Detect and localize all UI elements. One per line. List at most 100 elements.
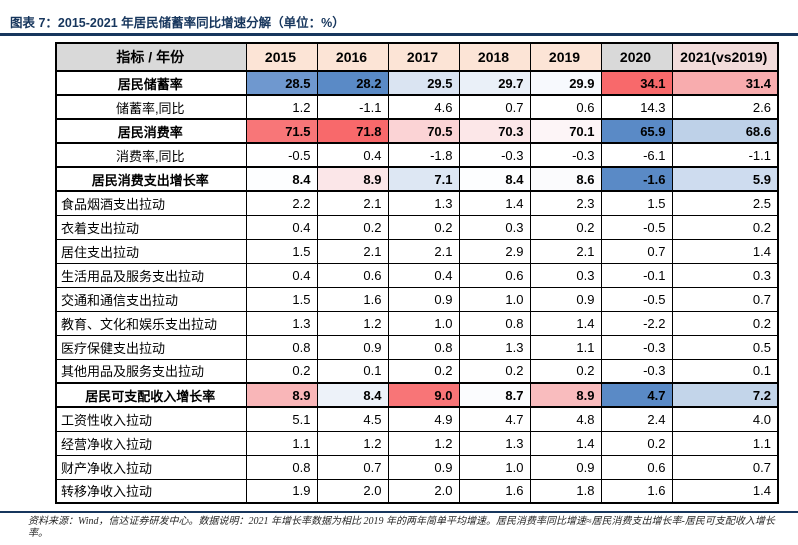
value-cell: 29.7 [458,70,531,96]
figure-title: 图表 7：2015-2021 年居民储蓄率同比增速分解（单位：%） [10,16,345,30]
value-cell: 34.1 [600,70,673,96]
value-cell: 8.9 [316,166,389,192]
table-row: 居民消费支出增长率 8.4 8.9 7.1 8.4 8.6 -1.6 5.9 [55,166,779,192]
header-year-2016: 2016 [316,42,389,72]
value-cell: 4.6 [387,94,460,120]
value-cell: 0.4 [316,142,389,168]
value-cell: -0.5 [245,142,318,168]
value-cell: 4.7 [458,406,531,432]
value-cell: 0.6 [316,262,389,288]
value-cell: -6.1 [600,142,673,168]
value-cell: 0.1 [316,358,389,384]
value-cell: 28.5 [245,70,318,96]
value-cell: 0.2 [529,214,602,240]
value-cell: 14.3 [600,94,673,120]
value-cell: 1.4 [529,430,602,456]
header-year-2015: 2015 [245,42,318,72]
value-cell: 0.8 [245,334,318,360]
table-row: 其他用品及服务支出拉动 0.2 0.1 0.2 0.2 0.2 -0.3 0.1 [55,358,779,384]
value-cell: 0.6 [600,454,673,480]
value-cell: 1.2 [245,94,318,120]
value-cell: -1.6 [600,166,673,192]
value-cell: 0.7 [600,238,673,264]
value-cell: 7.2 [671,382,779,408]
value-cell: 1.3 [458,430,531,456]
value-cell: 1.5 [245,286,318,312]
value-cell: 1.4 [529,310,602,336]
value-cell: 1.4 [671,238,779,264]
data-table: 指标 / 年份 2015 2016 2017 2018 2019 2020 2021(vs20… [55,42,779,504]
value-cell: 1.2 [387,430,460,456]
row-label: 医疗保健支出拉动 [55,334,247,360]
value-cell: -1.1 [671,142,779,168]
source-note: 资料来源：Wind，信达证券研发中心。数据说明：2021 年增长率数据为相比 2… [28,516,775,539]
value-cell: 0.8 [387,334,460,360]
value-cell: 1.1 [671,430,779,456]
value-cell: 28.2 [316,70,389,96]
value-cell: 1.0 [458,286,531,312]
value-cell: 0.3 [671,262,779,288]
value-cell: 4.8 [529,406,602,432]
value-cell: 8.7 [458,382,531,408]
row-label: 工资性收入拉动 [55,406,247,432]
value-cell: 2.1 [529,238,602,264]
value-cell: 71.5 [245,118,318,144]
value-cell: 1.6 [600,478,673,504]
value-cell: 0.5 [671,334,779,360]
value-cell: 2.9 [458,238,531,264]
table-row: 衣着支出拉动 0.4 0.2 0.2 0.3 0.2 -0.5 0.2 [55,214,779,240]
row-label: 经营净收入拉动 [55,430,247,456]
value-cell: 1.2 [316,310,389,336]
table-row: 居民可支配收入增长率 8.9 8.4 9.0 8.7 8.9 4.7 7.2 [55,382,779,408]
value-cell: -2.2 [600,310,673,336]
value-cell: -1.1 [316,94,389,120]
value-cell: 0.7 [671,454,779,480]
value-cell: 0.9 [529,286,602,312]
value-cell: 8.9 [245,382,318,408]
value-cell: 29.9 [529,70,602,96]
value-cell: 0.2 [387,214,460,240]
value-cell: 4.5 [316,406,389,432]
value-cell: 5.9 [671,166,779,192]
row-label: 交通和通信支出拉动 [55,286,247,312]
row-label: 财产净收入拉动 [55,454,247,480]
table-row: 交通和通信支出拉动 1.5 1.6 0.9 1.0 0.9 -0.5 0.7 [55,286,779,312]
row-label: 居民可支配收入增长率 [55,382,247,408]
value-cell: -0.5 [600,286,673,312]
value-cell: 0.2 [529,358,602,384]
value-cell: 0.9 [316,334,389,360]
value-cell: 5.1 [245,406,318,432]
value-cell: 8.4 [458,166,531,192]
value-cell: 31.4 [671,70,779,96]
footer-divider [0,511,798,513]
title-divider [0,33,798,36]
value-cell: 1.6 [316,286,389,312]
value-cell: 2.0 [387,478,460,504]
value-cell: -0.1 [600,262,673,288]
value-cell: 0.7 [671,286,779,312]
row-label: 其他用品及服务支出拉动 [55,358,247,384]
value-cell: 1.0 [387,310,460,336]
value-cell: 2.3 [529,190,602,216]
value-cell: 2.6 [671,94,779,120]
value-cell: 71.8 [316,118,389,144]
value-cell: 70.1 [529,118,602,144]
value-cell: 0.2 [316,214,389,240]
value-cell: 0.4 [387,262,460,288]
table-row: 储蓄率,同比 1.2 -1.1 4.6 0.7 0.6 14.3 2.6 [55,94,779,120]
header-year-2017: 2017 [387,42,460,72]
row-label: 转移净收入拉动 [55,478,247,504]
value-cell: 0.3 [529,262,602,288]
value-cell: 1.1 [245,430,318,456]
value-cell: 0.2 [245,358,318,384]
row-label: 生活用品及服务支出拉动 [55,262,247,288]
value-cell: 1.1 [529,334,602,360]
value-cell: 1.8 [529,478,602,504]
value-cell: 4.7 [600,382,673,408]
value-cell: 2.1 [316,190,389,216]
table-row: 生活用品及服务支出拉动 0.4 0.6 0.4 0.6 0.3 -0.1 0.3 [55,262,779,288]
value-cell: 0.3 [458,214,531,240]
value-cell: 0.1 [671,358,779,384]
value-cell: -0.3 [600,334,673,360]
table-row: 消费率,同比 -0.5 0.4 -1.8 -0.3 -0.3 -6.1 -1.1 [55,142,779,168]
